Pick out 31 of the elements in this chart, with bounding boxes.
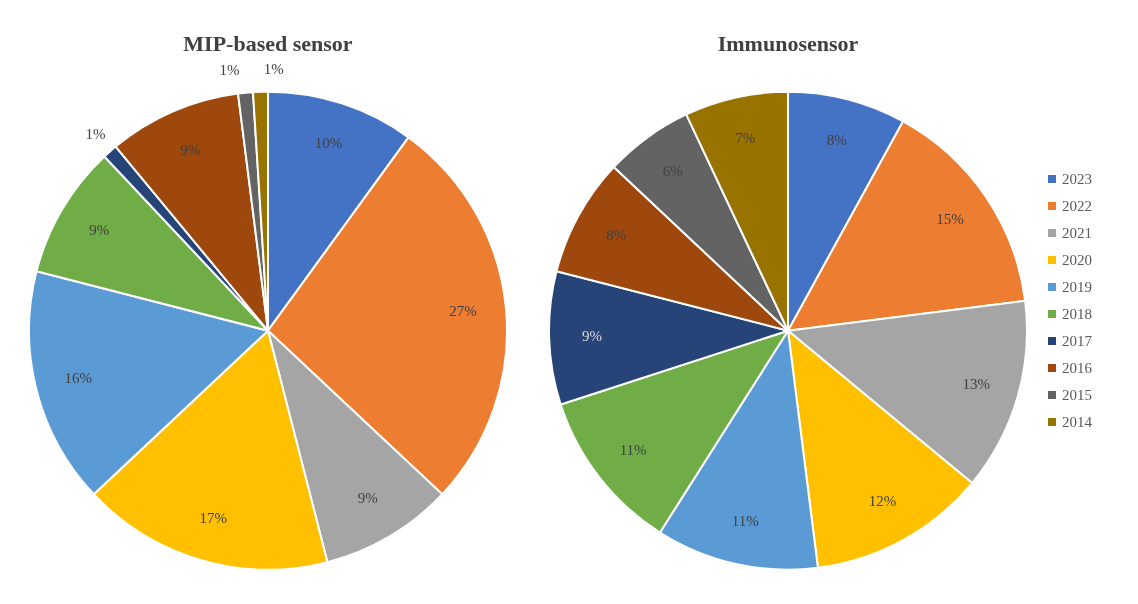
legend-label: 2021 <box>1062 224 1092 242</box>
data-label: 10% <box>314 135 343 152</box>
data-label: 11% <box>619 441 647 458</box>
legend-label: 2020 <box>1062 251 1092 269</box>
data-label: 9% <box>357 490 378 507</box>
data-label: 1% <box>219 61 240 78</box>
data-label: 17% <box>199 509 228 526</box>
legend-label: 2015 <box>1062 386 1092 404</box>
chart-title: Immunosensor <box>717 30 859 56</box>
data-label: 16% <box>64 370 92 387</box>
data-label: 27% <box>449 303 477 320</box>
legend-label: 2016 <box>1062 359 1092 377</box>
legend-label: 2023 <box>1062 170 1092 188</box>
data-label: 13% <box>962 376 990 393</box>
data-label: 1% <box>85 125 106 142</box>
legend-label: 2019 <box>1062 278 1092 296</box>
data-label: 9% <box>89 221 110 238</box>
chart-title: MIP-based sensor <box>183 30 353 56</box>
legend-label: 2022 <box>1062 197 1092 215</box>
data-label: 9% <box>180 141 201 158</box>
data-label: 8% <box>826 131 847 148</box>
legend-label: 2014 <box>1062 413 1092 431</box>
legend-label: 2017 <box>1062 332 1092 350</box>
data-label: 1% <box>263 60 284 77</box>
data-label: 8% <box>606 227 627 244</box>
data-label: 11% <box>731 512 759 529</box>
legend-label: 2018 <box>1062 305 1092 323</box>
data-label: 7% <box>735 130 756 147</box>
data-label: 15% <box>936 211 964 228</box>
data-label: 12% <box>868 493 897 510</box>
data-label: 9% <box>582 327 603 344</box>
